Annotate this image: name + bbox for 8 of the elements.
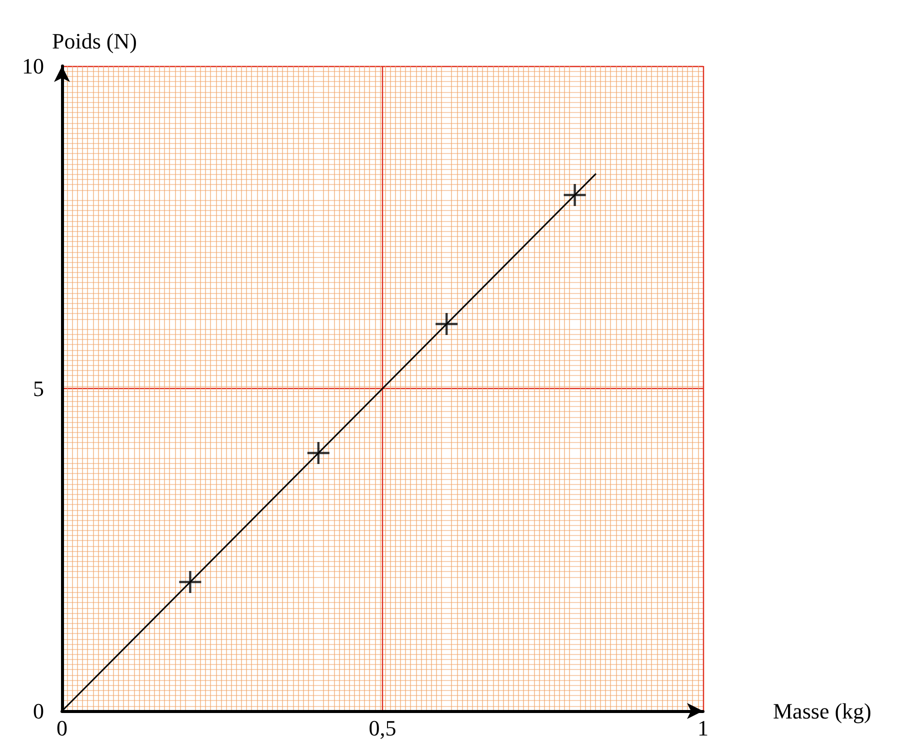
y-tick-label: 0 [33,698,44,724]
y-tick-label: 10 [22,54,44,78]
x-axis-title: Masse (kg) [773,698,872,724]
y-axis-title: Poids (N) [52,28,137,54]
x-tick-label: 1 [698,716,708,740]
x-tick-label: 0,5 [368,716,396,740]
x-tick-label: 0 [56,716,68,740]
y-tick-label: 5 [33,376,44,401]
